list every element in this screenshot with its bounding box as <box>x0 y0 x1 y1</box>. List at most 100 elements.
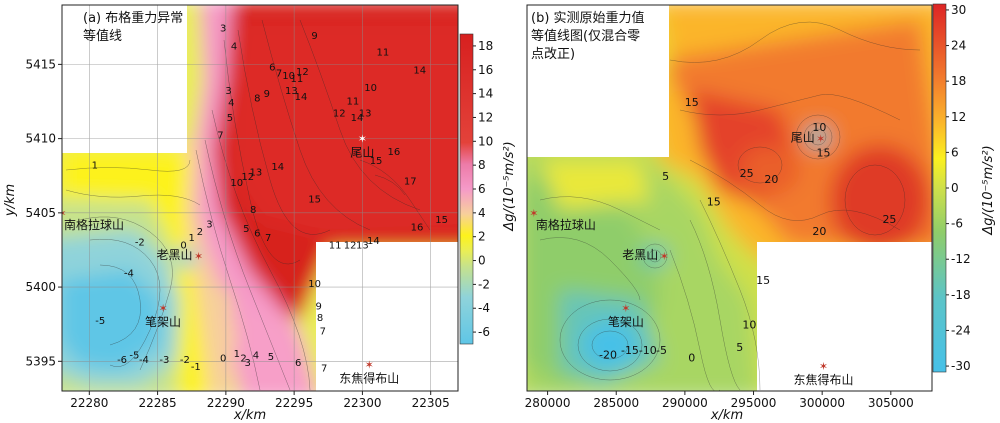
panel-b-landmarks: ✶尾山✶南格拉球山✶老黑山✶笔架山✶东焦得布山 <box>529 131 853 387</box>
panel-a-contour-label: -5 <box>129 350 139 361</box>
panel-a-contour-label: 6 <box>269 62 275 73</box>
landmark-star-icon: ✶ <box>365 358 374 371</box>
panel-a-colorbar: -6 -4 -2 0 2 4 6 8 10 12 14 16 18 Δg/(10⁻⁵m/s²) <box>459 33 517 345</box>
panel-a-contour-label: -6 <box>117 355 127 366</box>
landmark-star-icon: ✶ <box>621 302 630 315</box>
landmark-label: 东焦得布山 <box>794 372 854 387</box>
panel-a-contour-label: 14 <box>367 236 380 247</box>
panel-a-contour-label: 2 <box>240 353 246 364</box>
panel-a-y-tick-label: 5405 <box>25 206 56 220</box>
panel-a-contour-label: 15 <box>370 156 383 167</box>
panel-b-x-tick-label: 285000 <box>593 396 639 410</box>
panel-b-contour-label: -5 <box>656 344 667 357</box>
panel-a-contour-label: 7 <box>217 131 223 142</box>
panel-a-colorbar-tick-label: 6 <box>478 182 486 196</box>
panel-a-contour-label: 7 <box>265 233 271 244</box>
panel-b-x-tick-label: 300000 <box>799 396 845 410</box>
panel-a-contour-label: 8 <box>254 94 260 105</box>
panel-a-contour-label: 7 <box>320 327 326 338</box>
panel-b-contour-label: 25 <box>882 213 896 226</box>
panel-b-contour-label: 15 <box>707 195 721 208</box>
landmark-star-icon: ✶ <box>529 207 538 220</box>
panel-a-contour-label: 15 <box>308 194 321 205</box>
panel-a-x-tick-label: 22280 <box>70 396 108 410</box>
panel-b-colorbar-tick-label: 30 <box>951 3 966 17</box>
panel-a-contour-label: 6 <box>254 229 260 240</box>
panel-a-contour-label: 16 <box>411 223 424 234</box>
panel-a-contour-label: 9 <box>316 301 322 312</box>
panel-b-colorbar-tick-label: -18 <box>951 288 971 302</box>
landmark-star-icon: ✶ <box>816 133 825 146</box>
panel-a-contour-label: 13 <box>356 240 369 251</box>
panel-a-contour-label: 9 <box>264 89 270 100</box>
panel-a-colorbar-tick-label: 14 <box>478 87 493 101</box>
panel-b-x-tick-label: 295000 <box>731 396 777 410</box>
panel-a-colorbar-tick-label: 18 <box>478 39 493 53</box>
landmark-label: 南格拉球山 <box>64 217 124 232</box>
panel-a-y-tick-label: 5410 <box>25 132 56 146</box>
panel-b-x-tick-label: 305000 <box>868 396 914 410</box>
panel-a-contour-label: 3 <box>220 24 226 35</box>
panel-a-contour-label: 5 <box>227 113 233 124</box>
panel-a-colorbar-tick-label: 8 <box>478 158 486 172</box>
panel-a-x-tick-label: 22285 <box>138 396 176 410</box>
panel-a-y-ticks: 5395 5400 5405 5410 5415 <box>25 57 62 368</box>
landmark-label: 老黑山 <box>622 248 658 262</box>
panel-a-contour-label: 14 <box>351 113 364 124</box>
panel-b-colorbar-tick-label: -12 <box>951 252 971 266</box>
panel-a-x-tick-label: 22300 <box>343 396 381 410</box>
landmark-label: 东焦得布山 <box>339 370 399 385</box>
panel-b-contour-lines <box>539 21 921 391</box>
panel-a-contour-label: 12 <box>296 67 309 78</box>
panel-a-contour-label: 11 <box>377 47 390 58</box>
panel-a-contour-label: 3 <box>225 86 231 97</box>
panel-a-contour-label: 13 <box>285 86 298 97</box>
panel-a-contour-label: 4 <box>228 98 234 109</box>
panel-a-colorbar-tick-label: 0 <box>478 254 486 268</box>
panel-a-nodata-northwest <box>62 5 187 153</box>
panel-b-x-axis-label: x/km <box>710 408 743 423</box>
panel-a-colorbar-ramp <box>459 33 474 345</box>
panel-b-contour-label: 5 <box>662 170 669 183</box>
panel-a-contour-label: 10 <box>364 83 377 94</box>
panel-b-colorbar-tick-label: -24 <box>951 323 971 337</box>
panel-a-title: (a) 布格重力异常 等值线 <box>83 10 183 44</box>
panel-a-contour-label: -4 <box>124 269 134 280</box>
panel-a-contour-label: 0 <box>220 353 226 364</box>
panel-a-contour-label: -2 <box>180 355 190 366</box>
panel-a-contour-label: 14 <box>271 162 284 173</box>
panel-a-contour-label: 16 <box>387 147 400 158</box>
panel-a-contour-label: 5 <box>268 352 274 363</box>
panel-a-contour-label: 7 <box>321 364 327 375</box>
panel-a-contour-label: 4 <box>231 42 237 53</box>
panel-a-colorbar-tick-label: -4 <box>478 301 490 315</box>
panel-a-colorbar-tick-label: 2 <box>478 230 486 244</box>
panel-a-contour-label: 17 <box>404 177 417 188</box>
landmark-label: 尾山 <box>350 146 374 160</box>
landmark-star-icon: ✶ <box>358 133 367 146</box>
panel-a-contour-label: 10 <box>230 178 243 189</box>
panel-b-contour-label: 15 <box>756 274 770 287</box>
panel-a-contour-label: 12 <box>241 172 254 183</box>
panel-a-y-tick-label: 5395 <box>25 354 56 368</box>
panel-b-x-tick-label: 290000 <box>662 396 708 410</box>
panel-b-contour-label: 15 <box>685 96 699 109</box>
panel-a-contour-label: 6 <box>295 358 301 369</box>
panel-b-colorbar-tick-label: 24 <box>951 39 966 53</box>
landmark-label: 尾山 <box>791 131 815 145</box>
panel-b-colorbar-tick-label: -6 <box>951 217 963 231</box>
panel-a-contour-label: -3 <box>159 355 169 366</box>
panel-b-colorbar-tick-label: 18 <box>951 74 966 88</box>
panel-b-frame <box>526 4 933 392</box>
panel-a-colorbar-tick-label: 16 <box>478 63 493 77</box>
panel-b-contour-label: 5 <box>736 341 743 354</box>
panel-a-nodata-southeast <box>316 242 458 391</box>
panel-b-colorbar-ramp <box>932 3 947 373</box>
landmark-label: 老黑山 <box>157 248 193 262</box>
panel-a-contour-label: 10 <box>282 71 295 82</box>
panel-a-contour-label: 11 <box>329 240 342 251</box>
